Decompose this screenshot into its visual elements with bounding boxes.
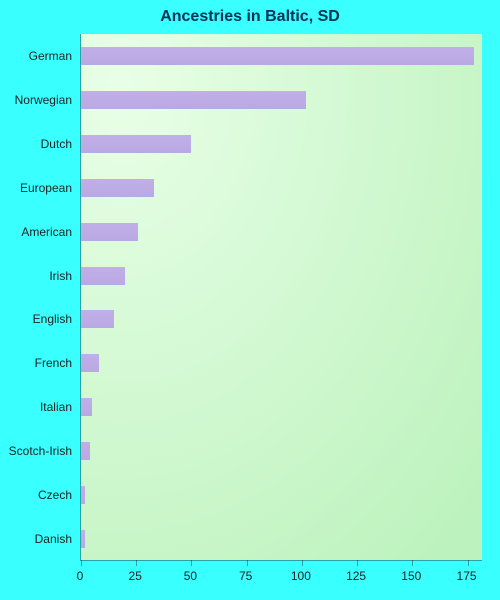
bar (81, 530, 85, 548)
x-axis-tick (136, 560, 137, 566)
bar (81, 91, 306, 109)
y-axis-label: English (0, 312, 72, 326)
x-axis-label: 25 (129, 569, 142, 583)
y-axis-label: German (0, 49, 72, 63)
y-axis-label: Italian (0, 400, 72, 414)
bar (81, 179, 154, 197)
x-axis-tick (468, 560, 469, 566)
x-axis-tick (247, 560, 248, 566)
chart-title: Ancestries in Baltic, SD (0, 8, 500, 26)
x-axis-tick (357, 560, 358, 566)
y-axis-label: Danish (0, 532, 72, 546)
x-axis-label: 150 (401, 569, 421, 583)
bar (81, 223, 138, 241)
y-axis-label: Scotch-Irish (0, 444, 72, 458)
x-axis-tick (302, 560, 303, 566)
chart-plot-area (80, 34, 482, 561)
x-axis-label: 125 (346, 569, 366, 583)
x-axis-tick (191, 560, 192, 566)
bar (81, 135, 191, 153)
y-axis-label: Norwegian (0, 93, 72, 107)
bar (81, 47, 474, 65)
y-axis-label: Dutch (0, 137, 72, 151)
bar (81, 354, 99, 372)
x-axis-label: 75 (239, 569, 252, 583)
bar (81, 267, 125, 285)
bar (81, 398, 92, 416)
x-axis-label: 0 (77, 569, 84, 583)
x-axis-label: 50 (184, 569, 197, 583)
plot-background (81, 34, 482, 560)
y-axis-label: Czech (0, 488, 72, 502)
bar (81, 486, 85, 504)
x-axis-tick (412, 560, 413, 566)
bar (81, 442, 90, 460)
x-axis-label: 100 (291, 569, 311, 583)
bar (81, 310, 114, 328)
y-axis-label: Irish (0, 269, 72, 283)
x-axis-tick (81, 560, 82, 566)
y-axis-label: American (0, 225, 72, 239)
y-axis-label: French (0, 356, 72, 370)
x-axis-label: 175 (457, 569, 477, 583)
y-axis-label: European (0, 181, 72, 195)
page-root: Ancestries in Baltic, SD City-Data.com (0, 0, 500, 600)
